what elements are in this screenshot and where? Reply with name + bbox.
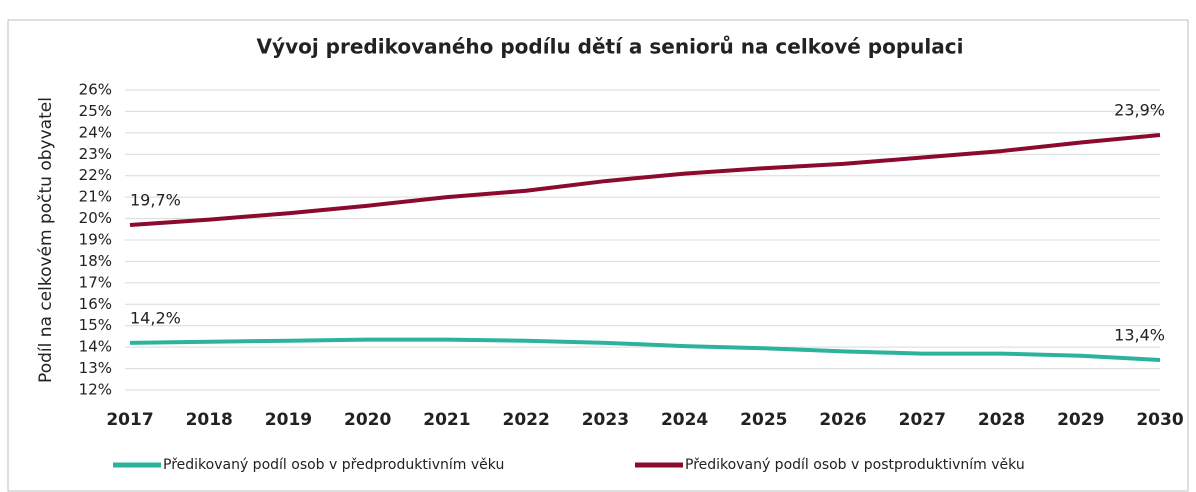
legend-label: Předikovaný podíl osob v postproduktivní… [685, 457, 1025, 473]
x-tick-label: 2026 [819, 410, 866, 430]
y-tick-label: 22% [79, 166, 112, 184]
x-tick-label: 2021 [423, 410, 470, 430]
series-line [129, 337, 1161, 362]
x-tick-label: 2018 [186, 410, 233, 430]
y-tick-label: 26% [79, 81, 112, 99]
x-tick-label: 2023 [582, 410, 629, 430]
y-tick-label: 13% [79, 359, 112, 377]
x-tick-label: 2017 [106, 410, 153, 430]
y-tick-label: 12% [79, 381, 112, 399]
y-tick-label: 17% [79, 273, 112, 291]
y-tick-label: 23% [79, 145, 112, 163]
x-tick-label: 2020 [344, 410, 391, 430]
chart-frame [7, 19, 1189, 492]
legend-label: Předikovaný podíl osob v předproduktivní… [163, 457, 504, 473]
y-tick-label: 14% [79, 338, 112, 356]
data-label: 19,7% [130, 191, 181, 210]
x-tick-label: 2030 [1136, 410, 1183, 430]
x-tick-label: 2025 [740, 410, 787, 430]
y-tick-label: 15% [79, 316, 112, 334]
x-tick-label: 2024 [661, 410, 708, 430]
y-tick-label: 19% [79, 231, 112, 249]
data-label: 13,4% [1114, 326, 1165, 345]
y-tick-label: 20% [79, 209, 112, 227]
x-tick-label: 2019 [265, 410, 312, 430]
y-tick-label: 18% [79, 252, 112, 270]
y-tick-label: 16% [79, 295, 112, 313]
y-tick-label: 24% [79, 123, 112, 141]
x-tick-label: 2029 [1057, 410, 1104, 430]
y-tick-label: 25% [79, 102, 112, 120]
x-tick-label: 2022 [502, 410, 549, 430]
data-label: 23,9% [1114, 101, 1165, 120]
chart-title: Vývoj predikovaného podílu dětí a senior… [257, 35, 964, 59]
y-tick-label: 21% [79, 188, 112, 206]
series-line [129, 133, 1161, 227]
x-tick-label: 2027 [899, 410, 946, 430]
y-axis-label: Podíl na celkovém počtu obyvatel [36, 97, 56, 383]
x-tick-label: 2028 [978, 410, 1025, 430]
data-label: 14,2% [130, 308, 181, 327]
